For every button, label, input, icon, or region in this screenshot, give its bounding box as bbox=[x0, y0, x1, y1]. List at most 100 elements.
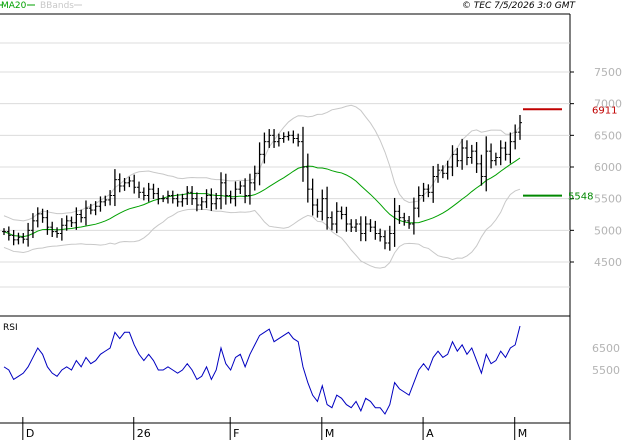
price-bar bbox=[2, 228, 6, 236]
price-bar bbox=[479, 154, 484, 186]
price-bar bbox=[445, 160, 450, 180]
price-bar bbox=[223, 173, 228, 205]
price-grid bbox=[0, 13, 571, 440]
price-bar bbox=[272, 129, 277, 148]
price-bar bbox=[334, 202, 339, 234]
price-bar bbox=[137, 181, 142, 199]
price-bar bbox=[493, 152, 498, 166]
price-bar bbox=[132, 174, 137, 194]
price-bar bbox=[170, 190, 175, 204]
price-bar bbox=[281, 132, 286, 143]
price-bar bbox=[74, 207, 79, 230]
price-bar bbox=[484, 136, 489, 192]
price-bar bbox=[26, 222, 31, 247]
support-label: 5548 bbox=[568, 192, 593, 203]
rsi-path bbox=[3, 325, 521, 415]
price-bar bbox=[161, 195, 166, 203]
price-bar bbox=[122, 177, 127, 191]
price-bar bbox=[16, 232, 21, 245]
price-bar bbox=[108, 190, 113, 206]
price-bar bbox=[469, 144, 474, 164]
price-bar bbox=[262, 132, 267, 164]
price-bar bbox=[368, 219, 373, 233]
price-bar bbox=[276, 133, 281, 147]
price-bar bbox=[382, 230, 387, 250]
price-bar bbox=[30, 213, 35, 239]
price-bar bbox=[156, 187, 161, 205]
price-bar bbox=[204, 189, 209, 209]
price-bar bbox=[358, 216, 363, 242]
price-bar bbox=[474, 142, 479, 173]
price-bar bbox=[185, 186, 190, 205]
price-bar bbox=[127, 176, 132, 188]
price-bar bbox=[165, 190, 170, 204]
price-bar bbox=[402, 212, 407, 226]
price-bar bbox=[518, 114, 522, 140]
bbands-lower bbox=[3, 188, 521, 269]
price-bar bbox=[252, 165, 257, 191]
price-bar bbox=[79, 209, 84, 223]
price-bar bbox=[199, 196, 204, 210]
x-tick-label: M bbox=[325, 427, 335, 440]
price-bar bbox=[305, 153, 310, 203]
price-bar bbox=[436, 163, 441, 183]
price-bar bbox=[257, 142, 262, 186]
price-bar bbox=[329, 211, 334, 231]
price-bar bbox=[349, 219, 354, 233]
rsi-tick-label: 6500 bbox=[592, 342, 620, 355]
price-bar bbox=[103, 195, 108, 207]
price-bar bbox=[426, 184, 431, 198]
price-bar bbox=[315, 198, 320, 218]
price-bar bbox=[35, 207, 40, 228]
price-bar bbox=[11, 229, 16, 246]
price-bar bbox=[55, 227, 60, 238]
price-bar bbox=[45, 209, 50, 235]
price-bar bbox=[498, 140, 503, 166]
x-tick-label: 26 bbox=[137, 427, 151, 440]
price-bar bbox=[190, 186, 195, 205]
price-bar bbox=[50, 221, 55, 238]
price-bars bbox=[2, 114, 522, 251]
price-bar bbox=[363, 216, 368, 242]
price-bar bbox=[88, 203, 93, 215]
price-bar bbox=[450, 145, 455, 177]
ma20-line bbox=[3, 157, 521, 238]
price-bar bbox=[489, 143, 494, 169]
price-bar bbox=[455, 148, 460, 167]
price-bar bbox=[339, 206, 344, 220]
price-bar bbox=[411, 197, 416, 235]
price-bar bbox=[503, 141, 508, 161]
price-tick-label: 7000 bbox=[594, 98, 622, 111]
price-bar bbox=[291, 130, 296, 144]
x-tick-label: M bbox=[518, 427, 528, 440]
price-bar bbox=[243, 178, 248, 204]
ma20-path bbox=[3, 157, 521, 238]
price-levels bbox=[523, 108, 562, 197]
price-bar bbox=[440, 165, 445, 179]
price-bar bbox=[180, 193, 185, 207]
price-bar bbox=[354, 219, 359, 233]
price-bar bbox=[267, 129, 272, 148]
resistance-label: 6911 bbox=[592, 105, 617, 116]
price-bar bbox=[508, 132, 513, 164]
price-tick-label: 7500 bbox=[594, 66, 622, 79]
timestamp-label: © TEC 7/5/2026 3:0 GMT bbox=[462, 1, 577, 11]
bbands-legend-label: BBands bbox=[40, 1, 74, 11]
price-bar bbox=[416, 186, 421, 218]
price-bar bbox=[228, 190, 233, 204]
price-bar bbox=[373, 220, 378, 240]
x-tick-label: A bbox=[426, 427, 434, 440]
ma-legend-label: MA20 bbox=[1, 1, 27, 11]
price-bar bbox=[397, 205, 402, 224]
price-bar bbox=[93, 201, 98, 216]
price-bar bbox=[431, 165, 436, 203]
price-bar bbox=[40, 208, 45, 223]
price-tick-label: 6000 bbox=[594, 161, 622, 174]
price-bar bbox=[378, 228, 383, 242]
price-bar bbox=[325, 186, 330, 230]
rsi-title: RSI bbox=[3, 323, 18, 333]
price-bar bbox=[407, 215, 412, 229]
price-bar bbox=[59, 218, 64, 241]
price-bar bbox=[219, 172, 224, 210]
rsi-line bbox=[3, 325, 521, 415]
